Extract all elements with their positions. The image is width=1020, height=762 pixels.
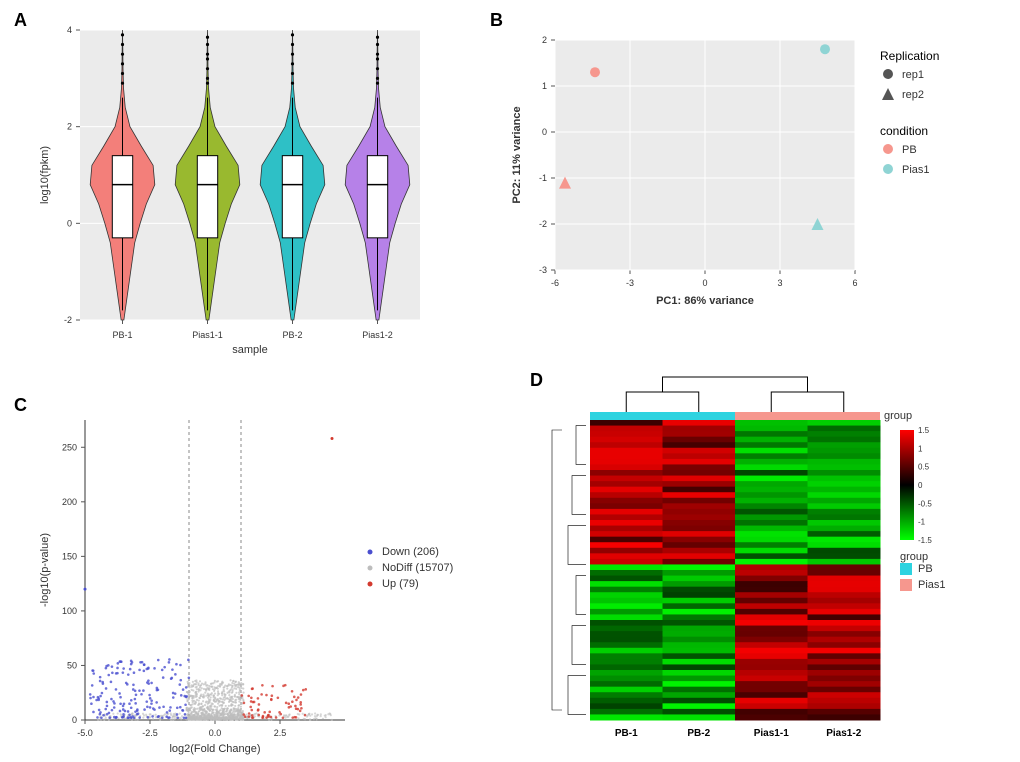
svg-text:0: 0: [702, 278, 707, 288]
svg-text:group: group: [900, 551, 928, 563]
svg-text:Pias1-2: Pias1-2: [362, 330, 393, 340]
svg-text:PB: PB: [918, 563, 933, 575]
svg-text:sample: sample: [232, 344, 267, 356]
svg-text:6: 6: [852, 278, 857, 288]
svg-text:Pias1-1: Pias1-1: [192, 330, 223, 340]
svg-text:1.5: 1.5: [918, 426, 930, 435]
svg-text:PB-2: PB-2: [282, 330, 302, 340]
svg-text:-2: -2: [64, 315, 72, 325]
svg-text:2: 2: [67, 122, 72, 132]
panel-a-violin: -2 0 2 4 PB-1 Pias1-1 PB-2 Pias1-2 sample log10(f…: [30, 20, 450, 360]
svg-text:3: 3: [777, 278, 782, 288]
svg-text:4: 4: [67, 25, 72, 35]
panel-d-heatmap: group PB-1 PB-2 Pias1-1 Pias1-2 -1.5 -1 -0.5 0 0.…: [545, 365, 1015, 760]
svg-text:Down (206): Down (206): [382, 546, 439, 558]
svg-text:NoDiff (15707): NoDiff (15707): [382, 562, 453, 574]
svg-text:1: 1: [918, 444, 923, 453]
svg-text:PB: PB: [902, 144, 917, 156]
svg-text:condition: condition: [880, 124, 928, 138]
svg-text:-3: -3: [539, 265, 547, 275]
svg-text:Pias1-1: Pias1-1: [754, 728, 789, 739]
svg-text:Pias1-2: Pias1-2: [826, 728, 861, 739]
panel-label-b: B: [490, 10, 503, 31]
svg-text:2.5: 2.5: [274, 728, 287, 738]
svg-text:150: 150: [62, 551, 77, 561]
svg-text:0.5: 0.5: [918, 463, 930, 472]
figure-container: A B C D -2024PB-1Pias1-1PB-2Pias1-2sampl…: [0, 0, 1020, 762]
svg-text:-1: -1: [539, 173, 547, 183]
svg-text:-5.0: -5.0: [77, 728, 93, 738]
svg-text:PC1: 86% variance: PC1: 86% variance: [656, 295, 754, 307]
svg-text:rep2: rep2: [902, 89, 924, 101]
svg-text:0: 0: [67, 218, 72, 228]
svg-text:Pias1: Pias1: [918, 579, 946, 591]
svg-text:-3: -3: [626, 278, 634, 288]
svg-text:PB-2: PB-2: [687, 728, 710, 739]
svg-text:log2(Fold Change): log2(Fold Change): [169, 743, 260, 755]
svg-text:50: 50: [67, 660, 77, 670]
svg-text:0: 0: [918, 481, 923, 490]
svg-text:Replication: Replication: [880, 49, 939, 63]
svg-text:100: 100: [62, 606, 77, 616]
svg-text:-6: -6: [551, 278, 559, 288]
panel-label-d: D: [530, 370, 543, 391]
svg-text:Pias1: Pias1: [902, 164, 930, 176]
panel-c-volcano: -5.0 -2.5 0.0 2.5 0 50 100 150 200 250 log2(Fold C…: [30, 415, 500, 755]
svg-text:Up (79): Up (79): [382, 578, 419, 590]
svg-text:PB-1: PB-1: [112, 330, 132, 340]
svg-text:group: group: [884, 410, 912, 422]
svg-text:rep1: rep1: [902, 69, 924, 81]
svg-text:log10(fpkm): log10(fpkm): [39, 146, 51, 204]
svg-text:-2: -2: [539, 219, 547, 229]
svg-text:0.0: 0.0: [209, 728, 222, 738]
svg-text:-1.5: -1.5: [918, 536, 932, 545]
svg-text:PC2: 11% variance: PC2: 11% variance: [511, 106, 523, 203]
svg-text:-0.5: -0.5: [918, 499, 932, 508]
svg-text:-log10(p-value): -log10(p-value): [39, 533, 51, 607]
svg-text:-2.5: -2.5: [142, 728, 158, 738]
svg-text:250: 250: [62, 442, 77, 452]
svg-text:2: 2: [542, 35, 547, 45]
svg-text:1: 1: [542, 81, 547, 91]
svg-text:PB-1: PB-1: [615, 728, 638, 739]
panel-b-pca: -6 -3 0 3 6 -3 -2 -1 0 1 2 PC1: 86% variance PC2: 11…: [500, 30, 1010, 320]
panel-label-a: A: [14, 10, 27, 31]
svg-text:0: 0: [72, 715, 77, 725]
panel-label-c: C: [14, 395, 27, 416]
svg-text:-1: -1: [918, 518, 926, 527]
svg-text:200: 200: [62, 497, 77, 507]
svg-text:0: 0: [542, 127, 547, 137]
